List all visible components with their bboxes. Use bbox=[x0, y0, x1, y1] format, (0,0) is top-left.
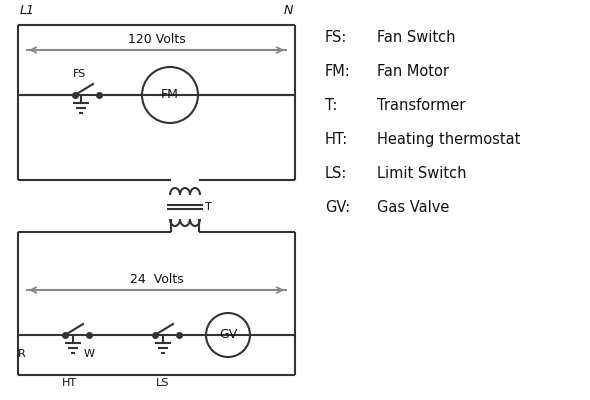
Text: FS: FS bbox=[73, 69, 86, 79]
Text: LS: LS bbox=[156, 378, 170, 388]
Text: Fan Switch: Fan Switch bbox=[377, 30, 455, 45]
Text: Fan Motor: Fan Motor bbox=[377, 64, 449, 79]
Text: LS:: LS: bbox=[325, 166, 348, 181]
Text: T:: T: bbox=[325, 98, 337, 113]
Text: HT: HT bbox=[61, 378, 77, 388]
Text: L1: L1 bbox=[20, 4, 35, 17]
Text: GV:: GV: bbox=[325, 200, 350, 215]
Text: Transformer: Transformer bbox=[377, 98, 466, 113]
Text: 24  Volts: 24 Volts bbox=[130, 273, 183, 286]
Text: Heating thermostat: Heating thermostat bbox=[377, 132, 520, 147]
Text: N: N bbox=[284, 4, 293, 17]
Text: FS:: FS: bbox=[325, 30, 348, 45]
Text: R: R bbox=[18, 349, 26, 359]
Text: Limit Switch: Limit Switch bbox=[377, 166, 467, 181]
Text: GV: GV bbox=[219, 328, 237, 342]
Text: HT:: HT: bbox=[325, 132, 348, 147]
Text: Gas Valve: Gas Valve bbox=[377, 200, 450, 215]
Text: T: T bbox=[205, 202, 212, 212]
Text: 120 Volts: 120 Volts bbox=[127, 33, 185, 46]
Text: W: W bbox=[84, 349, 94, 359]
Text: FM: FM bbox=[161, 88, 179, 102]
Text: FM:: FM: bbox=[325, 64, 350, 79]
